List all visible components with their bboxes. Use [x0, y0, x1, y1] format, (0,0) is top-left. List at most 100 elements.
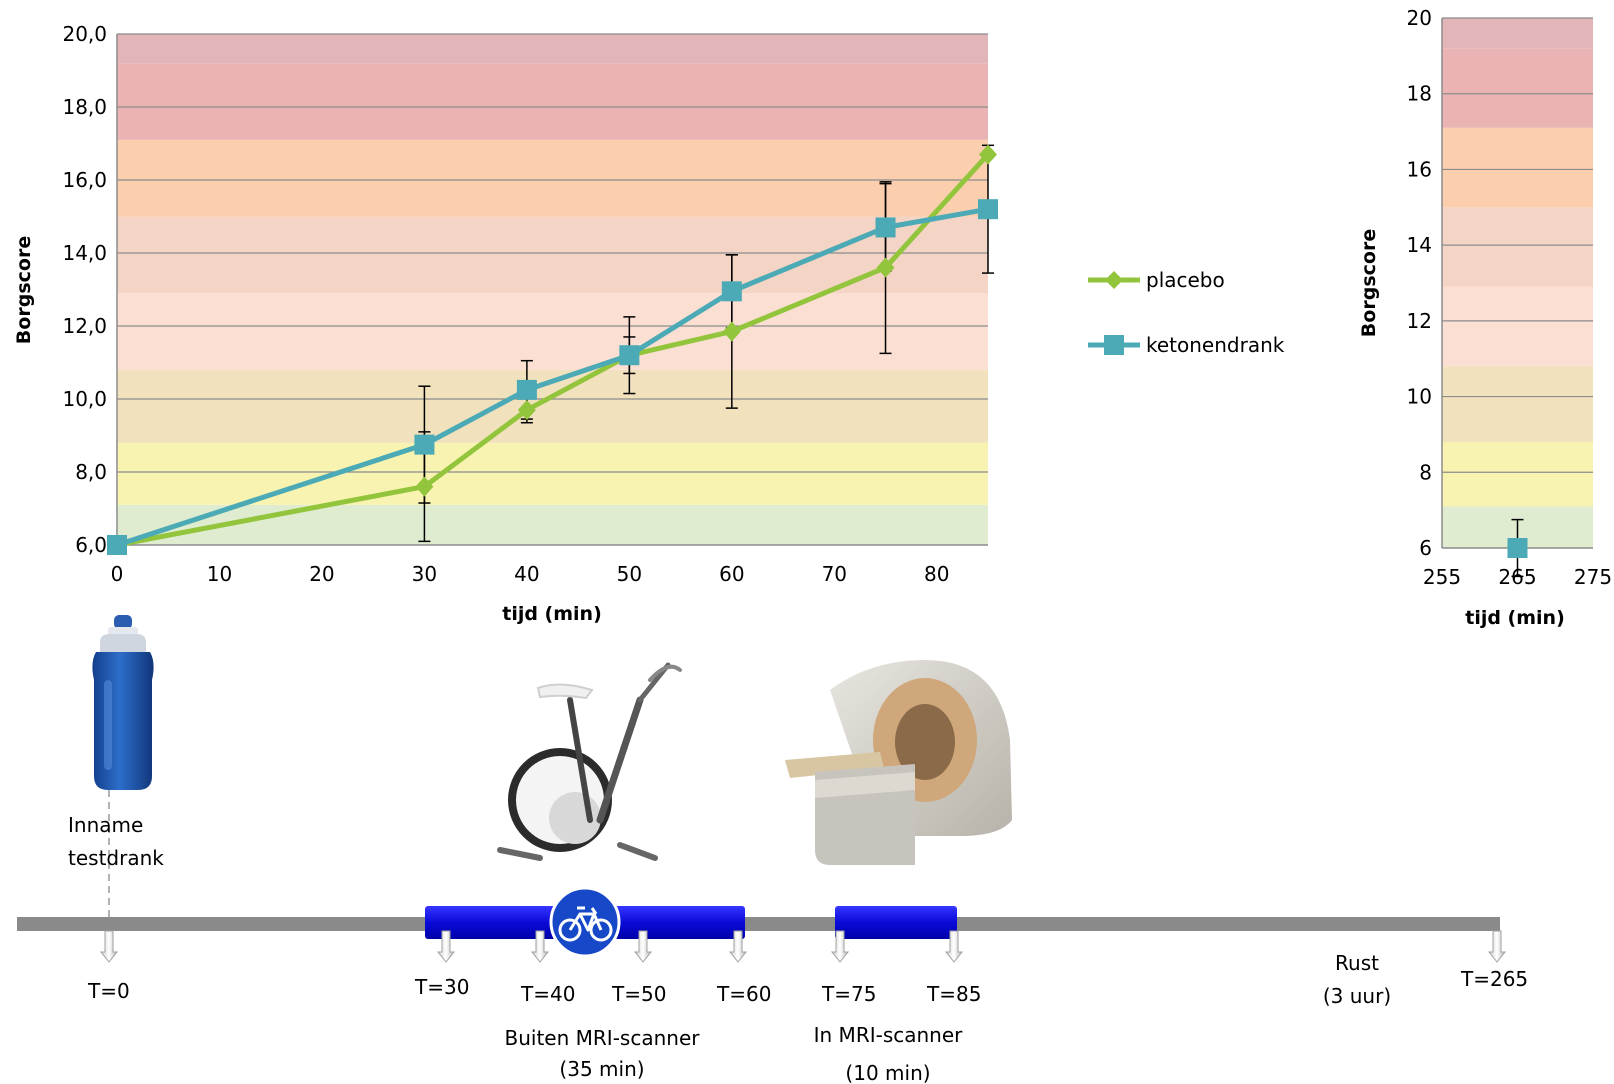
timeline-arrow	[530, 930, 550, 963]
y-tick-label: 20	[1407, 6, 1432, 30]
background-band	[117, 504, 988, 545]
marker-t50: T=50	[611, 982, 666, 1006]
legend-label-ketonendrank: ketonendrank	[1146, 333, 1285, 357]
timeline-arrows	[99, 930, 1507, 963]
background-band	[1442, 366, 1593, 442]
x-tick-labels: 0 10 20 30 40 50 60 70 80	[111, 562, 950, 586]
x-tick-label: 275	[1574, 565, 1612, 589]
y-axis-title: Borgscore	[13, 236, 35, 344]
background-band	[117, 63, 988, 140]
bicycle-sign-icon	[549, 886, 621, 958]
outside-mri-label: Buiten MRI-scanner	[505, 1026, 701, 1050]
timeline-arrow	[944, 930, 964, 963]
y-tick-label: 6,0	[75, 533, 107, 557]
timeline-bar	[17, 917, 1500, 931]
data-point-ketonendrank	[516, 379, 537, 400]
y-tick-label: 10	[1407, 385, 1432, 409]
data-point-ketonendrank	[721, 281, 742, 302]
y-tick-label: 12	[1407, 309, 1432, 333]
legend: placebo ketonendrank	[1088, 268, 1285, 357]
background-bands	[117, 34, 988, 545]
y-tick-label: 10,0	[62, 387, 107, 411]
data-point-placebo	[415, 476, 434, 497]
background-band	[1442, 286, 1593, 367]
x-tick-label: 10	[207, 562, 232, 586]
data-point-ketonendrank	[414, 434, 435, 455]
marker-t85: T=85	[926, 982, 981, 1006]
x-tick-label: 70	[822, 562, 847, 586]
legend-item-ketonendrank: ketonendrank	[1088, 333, 1285, 357]
side-y-axis-title: Borgscore	[1358, 229, 1380, 337]
gridlines	[117, 33, 988, 473]
background-band	[1442, 127, 1593, 208]
background-band	[117, 442, 988, 505]
legend-item-placebo: placebo	[1088, 268, 1225, 292]
side-x-axis-title: tijd (min)	[1465, 607, 1565, 629]
rest-label: Rust	[1335, 951, 1379, 975]
background-band	[117, 293, 988, 370]
marker-t265: T=265	[1460, 967, 1528, 991]
background-band	[1442, 18, 1593, 49]
marker-t30: T=30	[414, 975, 469, 999]
y-tick-label: 20,0	[62, 22, 107, 46]
x-tick-label: 80	[924, 562, 949, 586]
exercise-bike-icon	[497, 662, 682, 861]
timeline: T=0 T=30 T=40 T=50 T=60 T=75 T=85 T=265 …	[17, 886, 1528, 1084]
y-tick-label: 6	[1419, 536, 1432, 560]
y-tick-label: 8	[1419, 460, 1432, 484]
outside-mri-duration: (35 min)	[559, 1057, 644, 1081]
y-tick-label: 12,0	[62, 314, 107, 338]
data-point-placebo	[517, 399, 536, 420]
inside-mri-label: In MRI-scanner	[814, 1023, 964, 1047]
inside-mri-duration: (10 min)	[845, 1061, 930, 1084]
marker-t40: T=40	[520, 982, 575, 1006]
y-tick-label: 18	[1407, 82, 1432, 106]
data-point-placebo	[876, 257, 895, 278]
x-tick-label: 20	[309, 562, 334, 586]
marker-t75: T=75	[821, 982, 876, 1006]
background-band	[1442, 442, 1593, 507]
y-tick-label: 14,0	[62, 241, 107, 265]
x-tick-label: 0	[111, 562, 124, 586]
data-point-placebo	[722, 321, 741, 342]
background-band	[1442, 207, 1593, 287]
marker-t0: T=0	[87, 979, 130, 1003]
timeline-arrow	[99, 930, 119, 963]
water-bottle-icon	[92, 615, 154, 790]
side-data-points	[1507, 538, 1528, 558]
background-band	[1442, 48, 1593, 128]
x-tick-label: 50	[617, 562, 642, 586]
x-tick-label: 30	[412, 562, 437, 586]
y-tick-label: 14	[1407, 233, 1432, 257]
x-tick-label: 255	[1423, 565, 1461, 589]
background-band	[117, 216, 988, 294]
intake-label-line2: testdrank	[68, 846, 164, 870]
main-chart: 6,0 8,0 10,0 12,0 14,0 16,0 18,0 20,0 0 10 20 30 40…	[13, 22, 998, 625]
legend-label-placebo: placebo	[1146, 268, 1225, 292]
side-background-bands	[1442, 18, 1593, 548]
y-tick-label: 8,0	[75, 460, 107, 484]
data-point-placebo	[979, 144, 997, 165]
timeline-arrow	[830, 930, 850, 963]
timeline-arrow	[728, 930, 748, 963]
intake-label-line1: Inname	[68, 813, 143, 837]
data-point-ketonendrank	[1507, 538, 1528, 558]
side-y-tick-labels: 6 8 10 12 14 16 18 20	[1407, 6, 1432, 560]
timeline-arrow	[633, 930, 653, 963]
side-gridlines	[1442, 17, 1593, 473]
y-tick-labels: 6,0 8,0 10,0 12,0 14,0 16,0 18,0 20,0	[62, 22, 107, 557]
y-tick-label: 18,0	[62, 95, 107, 119]
data-points	[107, 144, 998, 555]
rest-duration: (3 uur)	[1323, 984, 1391, 1008]
x-tick-label: 40	[514, 562, 539, 586]
y-tick-label: 16,0	[62, 168, 107, 192]
legend-marker-ketonendrank	[1104, 335, 1124, 355]
data-point-ketonendrank	[107, 535, 127, 555]
y-tick-label: 16	[1407, 157, 1432, 181]
legend-marker-placebo	[1105, 271, 1123, 289]
background-band	[117, 139, 988, 217]
data-point-ketonendrank	[619, 345, 640, 366]
data-point-ketonendrank	[978, 199, 998, 220]
